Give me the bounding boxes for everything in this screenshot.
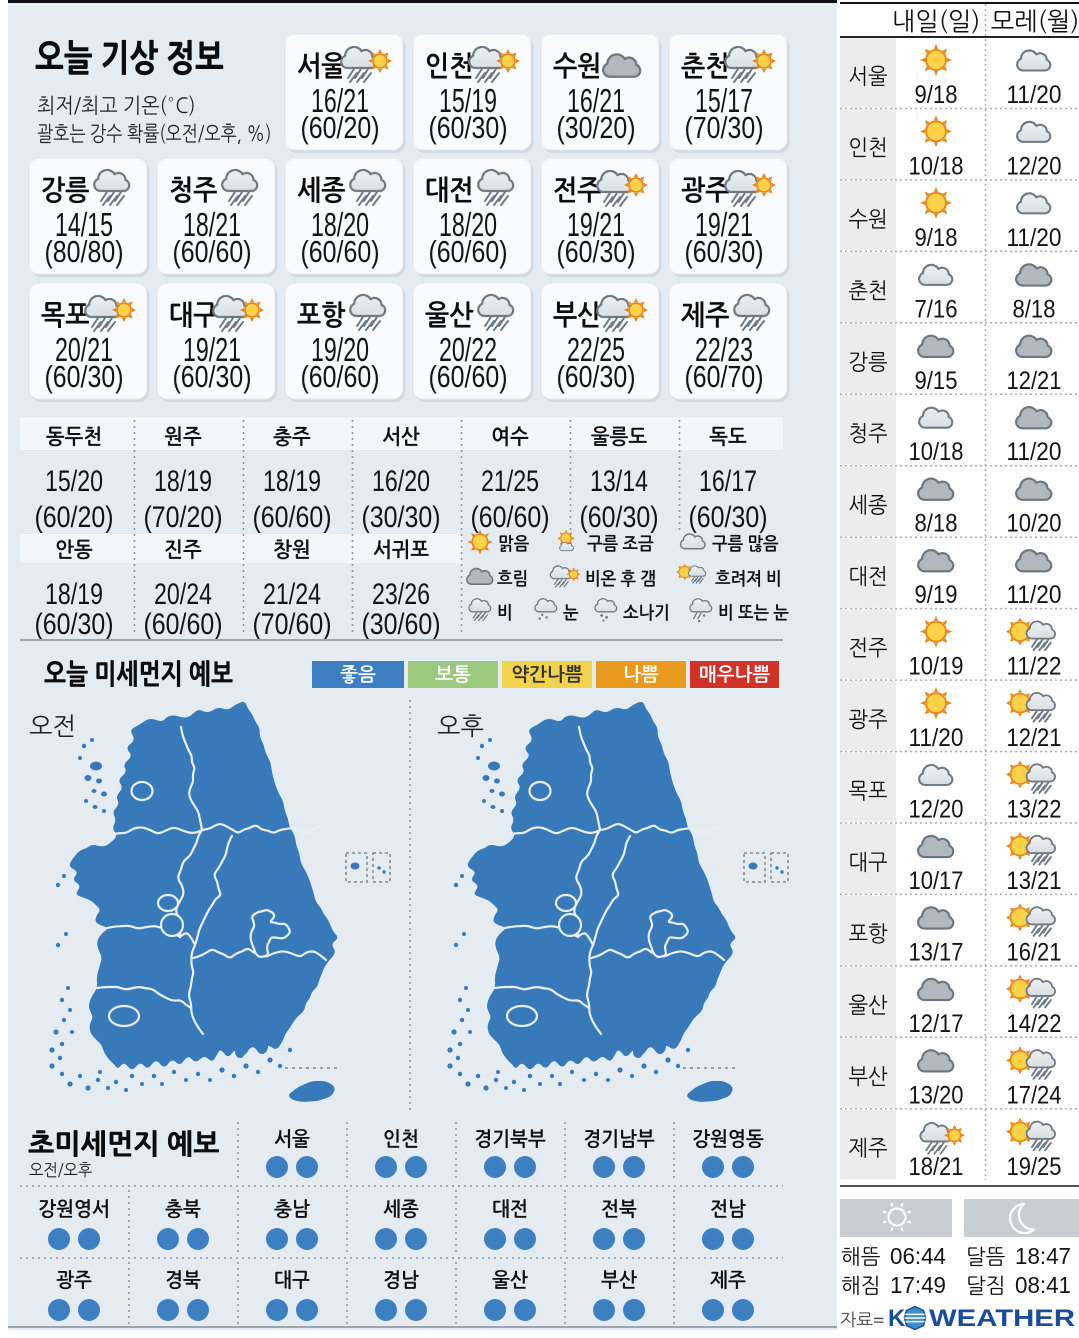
svg-text:(70/60): (70/60) [253,608,332,641]
svg-text:18/19: 18/19 [154,465,212,498]
svg-text:18/20: 18/20 [439,206,497,243]
svg-text:16/21: 16/21 [1007,938,1062,966]
svg-text:19/21: 19/21 [183,331,241,368]
svg-text:(60/30): (60/30) [173,359,252,394]
svg-text:18/21: 18/21 [183,206,241,243]
svg-text:(60/60): (60/60) [471,501,550,534]
svg-text:19/21: 19/21 [567,206,625,243]
svg-text:10/18: 10/18 [909,438,964,466]
svg-text:21/24: 21/24 [263,578,321,611]
svg-text:(60/30): (60/30) [557,359,636,394]
svg-text:9/19: 9/19 [915,581,958,609]
svg-text:08:41: 08:41 [1015,1272,1071,1298]
svg-text:14/15: 14/15 [55,206,113,243]
svg-text:10/17: 10/17 [909,867,964,895]
svg-text:11/20: 11/20 [1007,581,1062,609]
svg-text:06:44: 06:44 [890,1243,946,1269]
svg-text:13/14: 13/14 [590,465,648,498]
svg-text:20/21: 20/21 [55,331,113,368]
svg-text:14/22: 14/22 [1007,1010,1062,1038]
svg-text:(60/20): (60/20) [301,110,380,145]
svg-text:(60/30): (60/30) [685,234,764,269]
svg-text:(60/70): (60/70) [685,359,764,394]
svg-text:8/18: 8/18 [915,510,958,538]
svg-text:10/19: 10/19 [909,653,964,681]
svg-text:17:49: 17:49 [890,1272,946,1298]
svg-text:13/17: 13/17 [909,938,964,966]
svg-text:13/21: 13/21 [1007,867,1062,895]
svg-text:(30/30): (30/30) [362,501,441,534]
svg-text:11/20: 11/20 [1007,81,1062,109]
svg-text:(60/60): (60/60) [253,501,332,534]
svg-text:22/23: 22/23 [695,331,753,368]
svg-text:9/18: 9/18 [915,81,958,109]
svg-text:10/18: 10/18 [909,152,964,180]
svg-text:(60/30): (60/30) [689,501,768,534]
svg-text:10/20: 10/20 [1007,510,1062,538]
svg-text:18/19: 18/19 [45,578,103,611]
svg-text:22/25: 22/25 [567,331,625,368]
svg-text:11/20: 11/20 [909,724,964,752]
svg-text:12/20: 12/20 [909,796,964,824]
svg-text:19/20: 19/20 [311,331,369,368]
svg-text:(60/60): (60/60) [429,359,508,394]
svg-text:7/16: 7/16 [915,295,958,323]
svg-text:12/20: 12/20 [1007,152,1062,180]
svg-text:K: K [888,1305,906,1332]
svg-text:18/20: 18/20 [311,206,369,243]
svg-text:15/17: 15/17 [695,82,753,119]
svg-text:11/20: 11/20 [1007,224,1062,252]
svg-text:18/19: 18/19 [263,465,321,498]
svg-text:(60/60): (60/60) [301,359,380,394]
svg-text:(60/60): (60/60) [301,234,380,269]
svg-text:12/21: 12/21 [1007,724,1062,752]
svg-text:(60/30): (60/30) [580,501,659,534]
svg-text:9/18: 9/18 [915,224,958,252]
svg-text:(70/20): (70/20) [144,501,223,534]
svg-text:21/25: 21/25 [481,465,539,498]
svg-text:(60/60): (60/60) [173,234,252,269]
svg-text:(60/30): (60/30) [45,359,124,394]
svg-text:18:47: 18:47 [1015,1243,1071,1269]
svg-text:16/17: 16/17 [699,465,757,498]
svg-text:15/19: 15/19 [439,82,497,119]
svg-text:15/20: 15/20 [45,465,103,498]
svg-text:18/21: 18/21 [909,1153,964,1181]
svg-text:(60/30): (60/30) [429,110,508,145]
svg-text:19/21: 19/21 [695,206,753,243]
svg-text:(30/60): (30/60) [362,608,441,641]
svg-text:16/21: 16/21 [311,82,369,119]
svg-text:20/22: 20/22 [439,331,497,368]
svg-text:17/24: 17/24 [1007,1081,1062,1109]
svg-text:(70/30): (70/30) [685,110,764,145]
svg-text:(60/30): (60/30) [35,608,114,641]
svg-text:11/22: 11/22 [1007,653,1062,681]
svg-text:8/18: 8/18 [1013,295,1056,323]
svg-text:12/21: 12/21 [1007,367,1062,395]
svg-text:(60/30): (60/30) [557,234,636,269]
svg-text:(60/20): (60/20) [35,501,114,534]
svg-text:20/24: 20/24 [154,578,212,611]
svg-text:19/25: 19/25 [1007,1153,1062,1181]
svg-text:23/26: 23/26 [372,578,430,611]
svg-text:16/21: 16/21 [567,82,625,119]
svg-text:(60/60): (60/60) [144,608,223,641]
svg-text:WEATHER: WEATHER [929,1305,1075,1332]
svg-text:9/15: 9/15 [915,367,958,395]
svg-text:12/17: 12/17 [909,1010,964,1038]
svg-text:11/20: 11/20 [1007,438,1062,466]
svg-text:13/22: 13/22 [1007,796,1062,824]
svg-text:(80/80): (80/80) [45,234,124,269]
svg-text:(60/60): (60/60) [429,234,508,269]
svg-text:13/20: 13/20 [909,1081,964,1109]
svg-text:(30/20): (30/20) [557,110,636,145]
svg-text:16/20: 16/20 [372,465,430,498]
